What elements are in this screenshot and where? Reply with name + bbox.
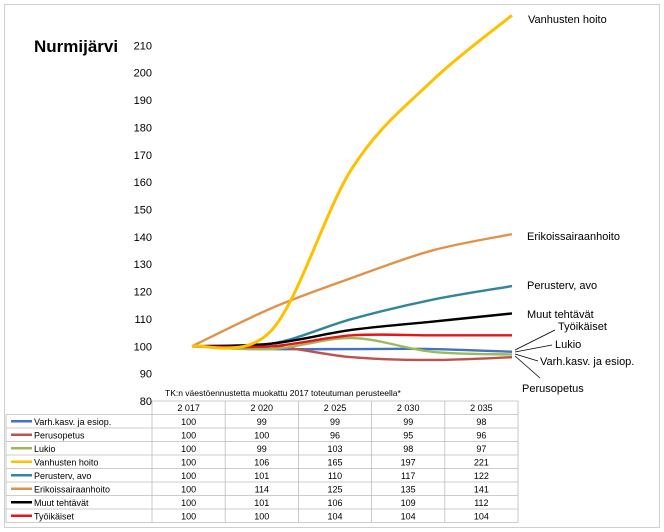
table-cell: 122 [474, 471, 489, 481]
table-cell: 135 [401, 484, 416, 494]
y-tick-label: 160 [134, 177, 152, 189]
table-cell: 103 [327, 444, 342, 454]
table-cell: 112 [474, 498, 488, 508]
end-label: Varh.kasv. ja esiop. [540, 356, 634, 368]
y-tick-label: 200 [134, 68, 152, 80]
data-table: 2 017 2 020 2 025 2 030 2 035 Varh.kasv. ja e… [5, 400, 519, 523]
y-tick-label: 90 [140, 369, 152, 381]
table-cell: 97 [476, 444, 486, 454]
end-label: Erikoissairaanhoito [527, 231, 620, 243]
table-row-label: Perusopetus [34, 430, 85, 440]
series-line-vanhusten-hoito [191, 14, 513, 350]
y-axis: 80 90 100 110 120 130 140 150 160 170 180 190 200 210 [134, 40, 152, 408]
chart-subtitle: TK:n väestöennustetta muokattu 2017 tote… [165, 388, 401, 398]
end-label: Työikäiset [558, 321, 607, 333]
series-line-lukio [191, 336, 513, 356]
table-cell: 125 [327, 484, 342, 494]
series-lines [191, 14, 513, 362]
leader-line [514, 329, 556, 351]
table-row-label: Lukio [34, 444, 56, 454]
table-cell: 109 [401, 498, 416, 508]
y-tick-label: 140 [134, 232, 152, 244]
table-cell: 114 [255, 484, 269, 494]
table-cell: 95 [403, 430, 413, 440]
table-cell: 104 [401, 511, 416, 521]
y-tick-label: 110 [134, 314, 152, 326]
chart-frame [4, 4, 660, 528]
end-label: Perusterv, avo [527, 280, 597, 292]
table-cell: 221 [474, 457, 489, 467]
table-row-label: Erikoissairaanhoito [34, 484, 110, 494]
table-row-label: Vanhusten hoito [34, 457, 98, 467]
table-header-cell: 2 017 [177, 403, 200, 413]
table-cell: 100 [181, 511, 196, 521]
series-line-ty-ik-iset [191, 333, 512, 349]
table-cell: 96 [330, 430, 340, 440]
y-tick-label: 150 [134, 205, 152, 217]
end-label: Lukio [555, 339, 581, 351]
y-tick-label: 130 [134, 259, 152, 271]
leader-line [514, 353, 539, 362]
table-cell: 99 [403, 417, 413, 427]
y-tick-label: 100 [134, 341, 152, 353]
table-cell: 110 [328, 471, 342, 481]
table-cell: 99 [257, 417, 267, 427]
end-labels: Varh.kasv. ja esiop. Perusopetus Lukio Vanh… [514, 14, 634, 395]
table-cell: 101 [254, 471, 269, 481]
table-row-label: Varh.kasv. ja esiop. [34, 417, 111, 427]
table-header-cell: 2 025 [324, 403, 347, 413]
table-row-label: Perusterv, avo [34, 471, 91, 481]
table-cell: 100 [254, 511, 269, 521]
y-tick-label: 210 [134, 40, 152, 52]
y-tick-label: 190 [134, 95, 152, 107]
table-cell: 100 [254, 430, 269, 440]
table-cell: 106 [254, 457, 269, 467]
table-cell: 117 [401, 471, 415, 481]
table-cell: 100 [181, 417, 196, 427]
table-cell: 99 [330, 417, 340, 427]
leader-line [514, 344, 553, 353]
end-label: Muut tehtävät [527, 309, 594, 321]
table-header-cell: 2 020 [251, 403, 274, 413]
table-cell: 165 [327, 457, 342, 467]
table-cell: 106 [327, 498, 342, 508]
y-tick-label: 80 [140, 396, 152, 408]
leader-line [514, 355, 541, 379]
table-cell: 98 [476, 417, 486, 427]
table-header-cell: 2 030 [397, 403, 420, 413]
table-cell: 141 [474, 484, 489, 494]
end-label: Vanhusten hoito [528, 14, 607, 26]
table-cell: 100 [181, 471, 196, 481]
table-cell: 98 [403, 444, 413, 454]
y-tick-label: 180 [134, 122, 152, 134]
table-cell: 100 [181, 430, 196, 440]
table-cell: 100 [181, 457, 196, 467]
table-row-label: Työikäiset [34, 511, 75, 521]
table-cell: 100 [181, 484, 196, 494]
table-cell: 100 [181, 444, 196, 454]
chart-title: Nurmijärvi [34, 37, 118, 56]
table-header-cell: 2 035 [470, 403, 493, 413]
series-line-erikoissairaanhoito [191, 232, 513, 348]
table-cell: 99 [257, 444, 267, 454]
table-row-label: Muut tehtävät [34, 498, 89, 508]
y-tick-label: 120 [134, 287, 152, 299]
table-cell: 197 [401, 457, 416, 467]
y-tick-label: 170 [134, 150, 152, 162]
table-cell: 96 [476, 430, 486, 440]
table-cell: 101 [254, 498, 269, 508]
end-label: Perusopetus [522, 383, 584, 395]
table-cell: 104 [327, 511, 342, 521]
table-cell: 104 [474, 511, 489, 521]
table-cell: 100 [181, 498, 196, 508]
